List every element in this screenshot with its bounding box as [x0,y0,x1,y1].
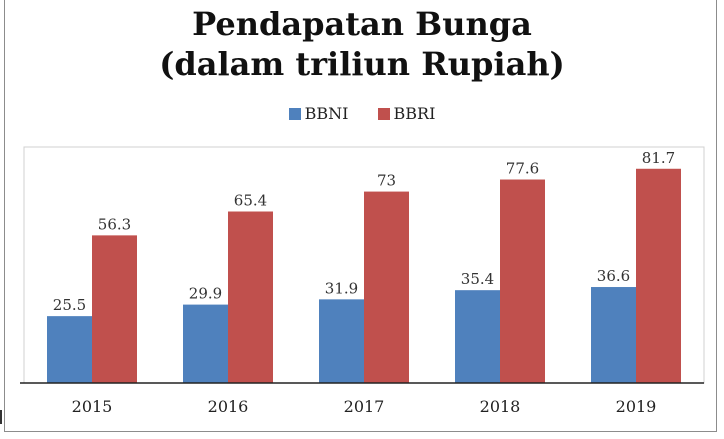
legend-label-bbni: BBNI [304,104,349,123]
data-label-bbni-2016: 29.9 [189,285,222,303]
bar-bbri-2016 [228,211,273,383]
chart-title: Pendapatan Bunga (dalam triliun Rupiah) [0,4,724,84]
data-label-bbri-2015: 56.3 [98,215,131,233]
x-tick-label-2019: 2019 [616,397,657,416]
subtitle-line: (dalam triliun Rupiah) [159,45,565,83]
x-tick-label-2017: 2017 [344,397,385,416]
legend-swatch-bbri [377,107,390,120]
x-tick-label-2018: 2018 [480,397,521,416]
data-label-bbni-2018: 35.4 [461,270,494,288]
legend: BBNI BBRI [0,104,724,124]
data-label-bbni-2015: 25.5 [53,296,86,314]
data-label-bbri-2016: 65.4 [234,192,267,210]
data-label-bbri-2017: 73 [377,172,396,190]
legend-entry-bbri: BBRI [377,104,436,123]
data-label-bbri-2018: 77.6 [506,160,539,178]
frame-tick [0,410,2,424]
bar-bbri-2017 [364,191,409,383]
data-label-bbni-2017: 31.9 [325,279,358,297]
title-line: Pendapatan Bunga [192,5,532,43]
data-label-bbni-2019: 36.6 [597,267,630,285]
bar-bbni-2019 [591,287,636,383]
data-label-bbri-2019: 81.7 [642,149,675,167]
bar-bbni-2015 [47,316,92,383]
bar-bbri-2018 [500,179,545,383]
legend-entry-bbni: BBNI [288,104,349,123]
bar-bbni-2016 [183,304,228,383]
x-tick-label-2015: 2015 [72,397,113,416]
bar-bbni-2018 [455,290,500,383]
bar-bbni-2017 [319,299,364,383]
bar-bbri-2015 [92,235,137,383]
legend-swatch-bbni [288,107,301,120]
bar-bbri-2019 [636,168,681,383]
legend-label-bbri: BBRI [393,104,436,123]
x-tick-label-2016: 2016 [208,397,249,416]
